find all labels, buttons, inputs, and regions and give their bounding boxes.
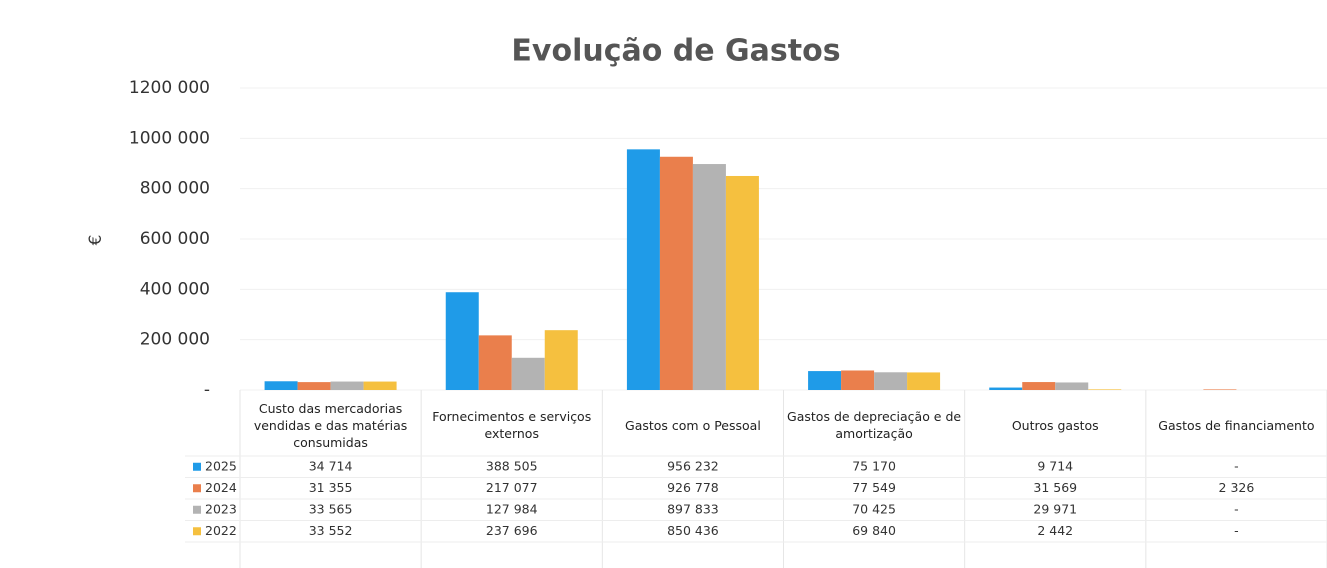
bar [363,381,397,390]
x-tick-label: Gastos de depreciação e de amortização [787,409,962,441]
bar [1022,382,1056,390]
value-label: 69 840 [852,523,896,538]
y-tick-label: 600 000 [140,229,210,249]
y-tick-label: 1000 000 [129,128,210,148]
bar [808,371,842,390]
legend-swatch [193,462,201,471]
legend-label: 2024 [205,480,237,495]
chart-title: Evolução de Gastos [511,34,840,69]
bar [725,175,759,390]
x-tick-label: Gastos com o Pessoal [625,417,761,433]
legend-label: 2023 [205,501,237,516]
value-label: 926 778 [667,480,719,495]
value-label: 29 971 [1033,501,1077,516]
value-label: 388 505 [486,458,538,473]
bar [1088,389,1122,390]
bar [445,292,479,390]
bar [264,381,298,390]
x-tick-label: Outros gastos [1011,417,1099,433]
bar [511,357,545,390]
legend-swatch [193,484,201,493]
bar [659,156,693,390]
y-tick-label: 200 000 [140,330,210,350]
y-tick-label: 800 000 [140,179,210,199]
value-label: 956 232 [667,458,719,473]
value-label: 34 714 [309,458,353,473]
bar [626,149,660,390]
value-label: 217 077 [486,480,538,495]
value-label: 237 696 [486,523,538,538]
value-label: 33 565 [309,501,353,516]
value-label: 897 833 [667,501,719,516]
value-label: 31 569 [1033,480,1077,495]
x-tick-label: Gastos de financiamento [1158,417,1315,433]
x-tick-label: Custo das mercadorias vendidas e das mat… [253,400,408,450]
y-tick-label: - [204,380,210,400]
value-label: 850 436 [667,523,719,538]
bar [297,382,331,390]
value-label: 2 326 [1219,480,1255,495]
bar [1203,389,1237,390]
value-label: 127 984 [486,501,538,516]
bar [874,372,908,390]
bar [478,335,512,390]
bar [841,370,875,390]
value-label: 31 355 [309,480,353,495]
value-label: - [1234,501,1239,516]
legend-swatch [193,505,201,514]
value-label: - [1234,523,1239,538]
value-label: 70 425 [852,501,896,516]
x-tick-label: Fornecimentos e serviços externos [432,409,592,441]
legend-swatch [193,527,201,536]
value-label: 75 170 [852,458,896,473]
value-label: 33 552 [309,523,353,538]
y-tick-label: 1200 000 [129,78,210,98]
bar [544,330,578,390]
y-axis-label: € [86,235,106,246]
bar [1055,382,1089,390]
bar [330,381,364,390]
value-label: - [1234,458,1239,473]
bar [692,164,726,390]
value-label: 77 549 [852,480,896,495]
bar [989,387,1023,390]
y-tick-label: 400 000 [140,279,210,299]
value-label: 9 714 [1037,458,1073,473]
legend-label: 2022 [205,523,237,538]
legend-label: 2025 [205,458,237,473]
value-label: 2 442 [1037,523,1073,538]
bar [907,372,941,390]
